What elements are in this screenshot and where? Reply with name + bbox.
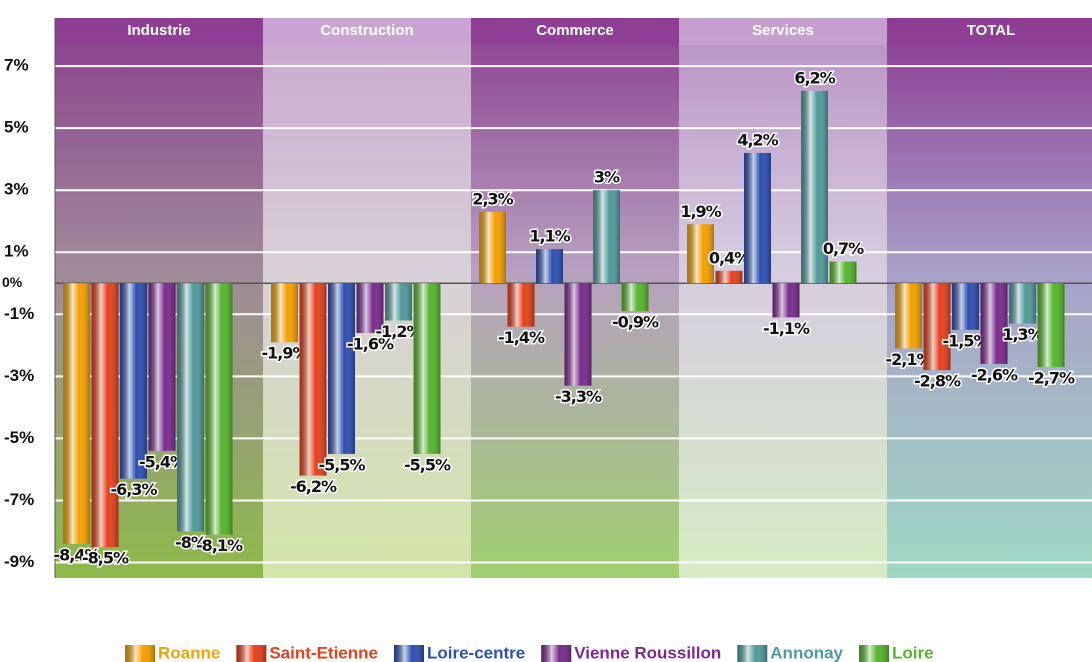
data-label: -1,1%	[763, 319, 810, 338]
y-tick-label: 5%	[4, 118, 29, 137]
category-label: TOTAL	[967, 22, 1016, 39]
bar-shine	[1009, 283, 1036, 324]
legend-swatch-shine	[393, 645, 424, 662]
bar-shine	[564, 283, 592, 386]
bar-shine	[687, 224, 714, 284]
bar-shine	[507, 283, 535, 327]
bar-shine	[715, 270, 743, 284]
legend-swatch-shine	[737, 645, 768, 662]
data-label: 1,3%	[1002, 325, 1043, 344]
legend-swatch-shine	[236, 645, 267, 662]
legend-label: Loire-centre	[427, 643, 525, 662]
bar-shine	[1037, 283, 1065, 368]
legend-swatch-shine	[125, 645, 155, 662]
data-label: 4,2%	[737, 130, 778, 149]
bar-shine	[536, 249, 563, 284]
legend-label: Roanne	[158, 643, 220, 662]
data-label: 3%	[594, 168, 620, 187]
bar-shine	[895, 283, 922, 349]
legend-label: Saint-Etienne	[269, 643, 378, 662]
bar-shine	[621, 283, 649, 312]
bar-shine	[271, 283, 298, 343]
legend-label: Vienne Roussillon	[574, 643, 721, 662]
data-label: 6,2%	[794, 68, 835, 87]
data-label: 0,7%	[823, 239, 864, 258]
legend-label: Loire	[892, 643, 934, 662]
data-label: -1,2%	[375, 322, 422, 341]
data-label: 1,1%	[529, 227, 570, 246]
bar-shine	[385, 283, 412, 321]
y-tick-label: 7%	[4, 56, 29, 75]
data-label: 2,3%	[472, 189, 513, 208]
data-label: -0,9%	[612, 313, 659, 332]
bar-shine	[593, 190, 620, 284]
data-label: 1,9%	[680, 202, 721, 221]
category-label: Services	[752, 22, 814, 39]
bar-shine	[772, 283, 800, 318]
y-tick-label: -1%	[4, 304, 34, 323]
bar-shine	[120, 283, 147, 479]
bar-shine	[801, 90, 828, 284]
bar-shine	[413, 283, 441, 454]
bar-shine	[63, 283, 90, 544]
bar-shine	[148, 283, 176, 451]
data-label: -6,2%	[290, 477, 337, 496]
category-header	[679, 18, 887, 45]
data-label: -1,4%	[498, 328, 545, 347]
bar-shine	[980, 283, 1008, 364]
data-label: -8,1%	[196, 536, 243, 555]
data-label: -5,4%	[139, 452, 186, 471]
data-label: -1,5%	[942, 331, 989, 350]
y-tick-label: -5%	[4, 428, 34, 447]
data-label: -3,3%	[555, 387, 602, 406]
bar-shine	[177, 283, 204, 532]
category-header	[55, 18, 263, 45]
y-tick-label: 1%	[4, 242, 29, 261]
data-label: -8,4%	[53, 545, 100, 564]
category-label: Industrie	[127, 22, 190, 39]
data-label: -8,5%	[82, 548, 129, 567]
category-header	[887, 18, 1092, 45]
category-header	[471, 18, 679, 45]
bar-shine	[205, 283, 233, 535]
bar-shine	[328, 283, 355, 454]
data-label: -2,1%	[885, 350, 932, 369]
data-label: -2,8%	[914, 372, 961, 391]
data-label: -2,6%	[971, 365, 1018, 384]
y-tick-label: 3%	[4, 180, 29, 199]
bar-shine	[952, 283, 979, 330]
data-label: 0,4%	[709, 248, 750, 267]
legend-label: Annonay	[770, 643, 843, 662]
legend-swatch-shine	[541, 645, 572, 662]
bar-shine	[744, 152, 771, 284]
bar-shine	[299, 283, 327, 476]
category-label: Construction	[320, 22, 413, 39]
bar-shine	[91, 283, 119, 547]
bar-shine	[829, 261, 857, 284]
category-header	[263, 18, 471, 45]
y-tick-label: 0%	[2, 274, 23, 290]
data-label: -1,9%	[261, 344, 308, 363]
category-label: Commerce	[536, 22, 614, 39]
y-tick-label: -9%	[4, 552, 34, 571]
data-label: -1,6%	[347, 334, 394, 353]
data-label: -8%	[175, 533, 207, 552]
y-tick-label: -3%	[4, 366, 34, 385]
y-tick-label: -7%	[4, 490, 34, 509]
legend-swatch-shine	[859, 645, 890, 662]
bar-shine	[923, 283, 951, 371]
bar-shine	[479, 211, 506, 284]
bar-shine	[356, 283, 384, 333]
data-label: -5,5%	[404, 455, 451, 474]
data-label: -2,7%	[1028, 369, 1075, 388]
data-label: -5,5%	[318, 455, 365, 474]
data-label: -6,3%	[110, 480, 157, 499]
